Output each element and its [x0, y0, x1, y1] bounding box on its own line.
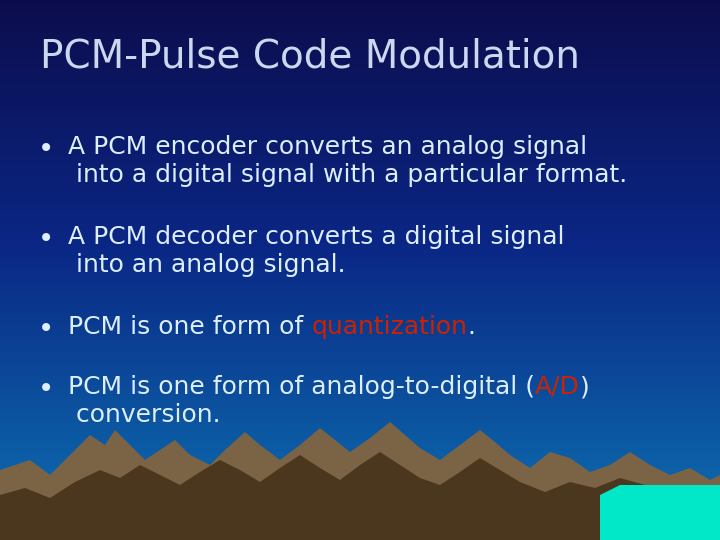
Text: .: . — [467, 315, 475, 339]
Text: ): ) — [580, 375, 590, 399]
Text: •: • — [38, 315, 54, 343]
Text: A PCM encoder converts an analog signal: A PCM encoder converts an analog signal — [68, 135, 587, 159]
Text: PCM-Pulse Code Modulation: PCM-Pulse Code Modulation — [40, 38, 580, 76]
Text: conversion.: conversion. — [68, 403, 220, 427]
Text: into an analog signal.: into an analog signal. — [68, 253, 346, 276]
Text: quantization: quantization — [311, 315, 467, 339]
Text: into a digital signal with a particular format.: into a digital signal with a particular … — [68, 163, 627, 187]
Text: •: • — [38, 375, 54, 403]
Text: A PCM decoder converts a digital signal: A PCM decoder converts a digital signal — [68, 225, 564, 249]
Text: •: • — [38, 225, 54, 253]
Text: •: • — [38, 135, 54, 163]
Text: A/D: A/D — [535, 375, 580, 399]
Polygon shape — [0, 422, 720, 540]
Text: PCM is one form of: PCM is one form of — [68, 315, 311, 339]
Polygon shape — [600, 485, 720, 540]
Polygon shape — [0, 452, 720, 540]
Text: PCM is one form of analog-to-digital (: PCM is one form of analog-to-digital ( — [68, 375, 535, 399]
